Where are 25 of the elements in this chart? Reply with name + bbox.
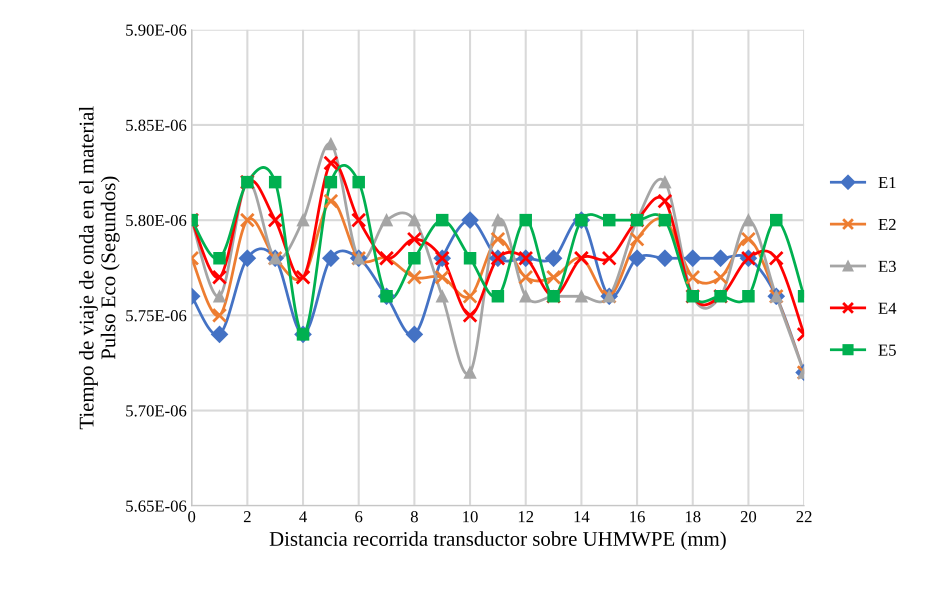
- x-tick-label: 10: [463, 511, 478, 522]
- x-tick-label: 2: [244, 511, 251, 522]
- y-axis-title: Tiempo de viaje de onda en el material Pulso Eco (Segundos): [78, 106, 120, 430]
- x-tick-label: 6: [355, 511, 362, 522]
- legend-label: E3: [878, 260, 896, 272]
- x-tick-label: 8: [410, 511, 418, 522]
- legend-label: E4: [878, 302, 896, 314]
- x-tick-label: 0: [188, 511, 196, 522]
- y-tick-label: 5.65E-06: [126, 500, 186, 512]
- x-tick-label: 18: [686, 511, 700, 522]
- y-tick-label: 5.85E-06: [126, 120, 186, 131]
- y-tick-label: 5.90E-06: [126, 24, 186, 36]
- legend-label: E5: [878, 344, 896, 356]
- x-tick-label: 20: [740, 511, 756, 522]
- legend-label: E2: [878, 218, 896, 230]
- x-tick-label: 14: [574, 511, 590, 522]
- y-tick-label: 5.75E-06: [126, 310, 186, 322]
- legend-label: E1: [878, 177, 896, 188]
- x-tick-label: 16: [630, 511, 645, 522]
- x-tick-label: 12: [518, 511, 534, 522]
- y-tick-label: 5.70E-06: [126, 405, 186, 417]
- x-axis-title: Distancia recorrida transductor sobre UHMWPE (mm): [270, 531, 726, 550]
- x-tick-label: 4: [299, 511, 307, 522]
- y-tick-label: 5.80E-06: [126, 214, 186, 226]
- x-tick-label: 22: [796, 511, 812, 522]
